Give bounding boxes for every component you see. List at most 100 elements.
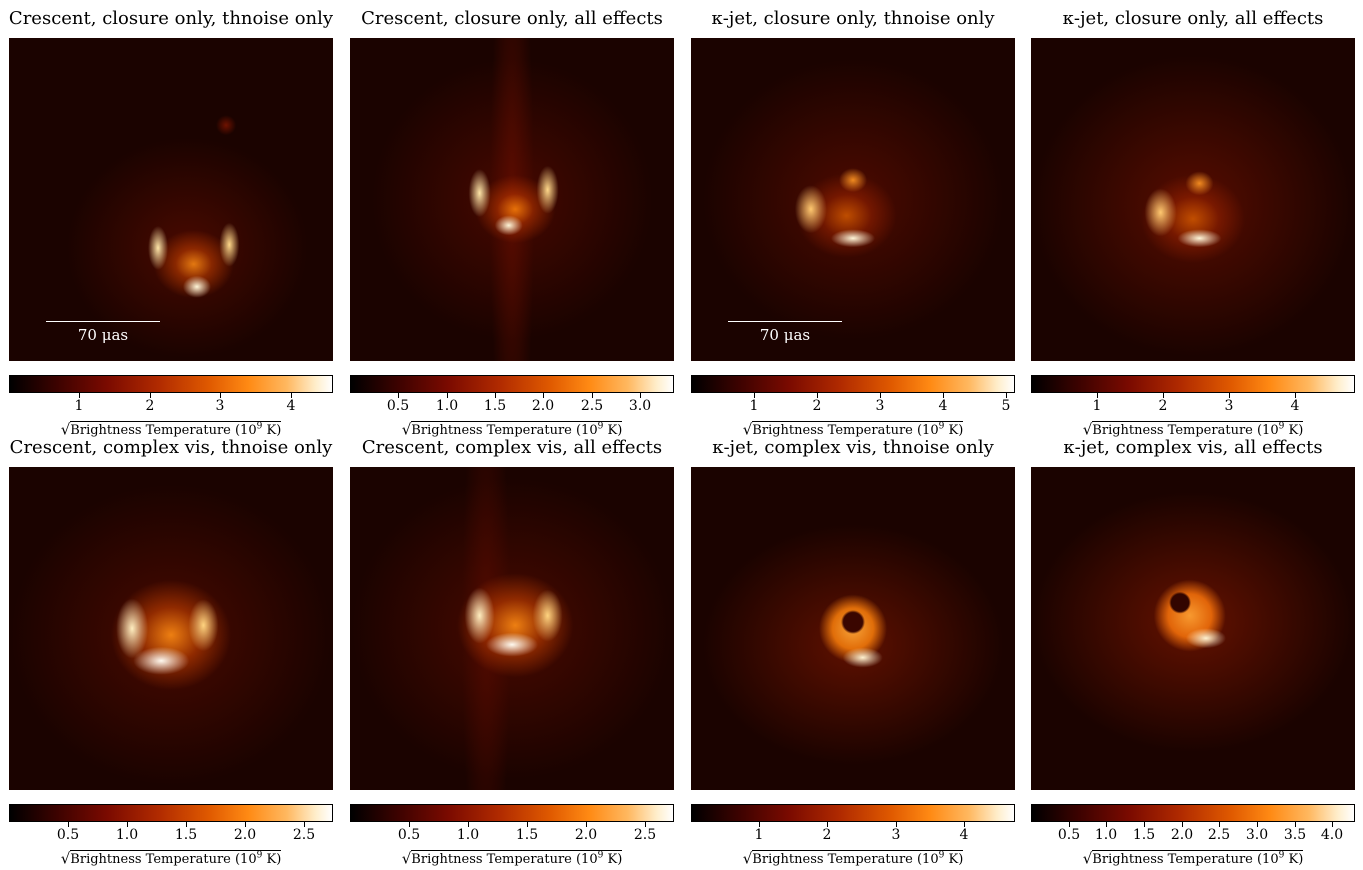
colorbar-tick-label: 0.5 (1057, 827, 1081, 843)
colorbar-label: √Brightness Temperature (109 K) (1031, 417, 1355, 441)
colorbar-tick-label: 4 (1290, 398, 1300, 414)
colorbar-label-text: Brightness Temperature (10 (70, 852, 257, 868)
sqrt-symbol: √ (401, 420, 412, 439)
colorbar-tick (1097, 393, 1098, 398)
colorbar-label-radicand: Brightness Temperature (109 K) (70, 421, 282, 439)
colorbar-label-unit: K) (1284, 423, 1304, 439)
colorbar-label-unit: K) (1284, 852, 1304, 868)
sqrt-symbol: √ (60, 420, 71, 439)
colorbar-tick (127, 822, 128, 827)
colorbar-tick-label: 3 (215, 398, 225, 414)
panel-title: Crescent, complex vis, all effects (361, 437, 663, 458)
panel-title: Crescent, closure only, all effects (361, 8, 663, 29)
colorbar-tick (817, 393, 818, 398)
colorbar-label-unit: K) (603, 423, 623, 439)
sqrt-symbol: √ (1082, 420, 1093, 439)
colorbar-tick-label: 3 (1224, 398, 1234, 414)
colorbar-tick-label: 3.0 (628, 398, 652, 414)
colorbar-label-exponent: 9 (938, 422, 945, 432)
colorbar-tick (1106, 822, 1107, 827)
colorbar-tick-label: 2 (1158, 398, 1168, 414)
colorbar-label-text: Brightness Temperature (10 (1092, 852, 1279, 868)
colorbar-label-exponent: 9 (597, 422, 604, 432)
reconstructed-image (350, 38, 674, 361)
colorbar-tick-label: 2.0 (574, 827, 598, 843)
colorbar-tick (527, 822, 528, 827)
colorbar (9, 804, 333, 822)
colorbar (1031, 804, 1355, 822)
colorbar-tick (291, 393, 292, 398)
colorbar-tick (1295, 822, 1296, 827)
colorbar-label-radicand: Brightness Temperature (109 K) (1092, 421, 1304, 439)
colorbar-tick (447, 393, 448, 398)
colorbar-tick-label: 5 (1001, 398, 1011, 414)
colorbar-tick-label: 2.5 (580, 398, 604, 414)
colorbar-label: √Brightness Temperature (109 K) (350, 846, 674, 870)
colorbar-tick-label: 4 (959, 827, 969, 843)
colorbar-tick-label: 2 (145, 398, 155, 414)
colorbar-label-text: Brightness Temperature (10 (411, 423, 598, 439)
panel-title: κ-jet, closure only, all effects (1062, 8, 1324, 29)
colorbar-tick-label: 2.0 (233, 827, 257, 843)
colorbar-tick (586, 822, 587, 827)
colorbar-tick (759, 822, 760, 827)
scale-bar (728, 321, 842, 322)
reconstructed-image (1031, 38, 1355, 361)
colorbar-tick (79, 393, 80, 398)
sqrt-symbol: √ (742, 849, 753, 868)
colorbar-tick (964, 822, 965, 827)
colorbar-label: √Brightness Temperature (109 K) (691, 417, 1015, 441)
colorbar-label: √Brightness Temperature (109 K) (9, 417, 333, 441)
reconstructed-image (350, 467, 674, 790)
colorbar (691, 375, 1015, 393)
colorbar-tick-label: 0.5 (386, 398, 410, 414)
reconstructed-image (691, 467, 1015, 790)
colorbar-tick (1069, 822, 1070, 827)
reconstructed-image: 70 μas (9, 38, 333, 361)
colorbar (1031, 375, 1355, 393)
sqrt-symbol: √ (401, 849, 412, 868)
colorbar-label-unit: K) (944, 423, 964, 439)
colorbar-tick-label: 1.5 (483, 398, 507, 414)
colorbar-tick (220, 393, 221, 398)
colorbar-label-unit: K) (603, 852, 623, 868)
colorbar-tick-label: 4 (938, 398, 948, 414)
colorbar-tick (1219, 822, 1220, 827)
colorbar-tick (495, 393, 496, 398)
colorbar-tick (1182, 822, 1183, 827)
colorbar-tick-label: 1 (74, 398, 84, 414)
emission-glow (9, 467, 333, 790)
colorbar-tick-label: 2 (822, 827, 832, 843)
colorbar-tick (1163, 393, 1164, 398)
panel-title: κ-jet, complex vis, all effects (1063, 437, 1323, 458)
colorbar-label: √Brightness Temperature (109 K) (9, 846, 333, 870)
colorbar-tick-label: 0.5 (397, 827, 421, 843)
colorbar-tick (592, 393, 593, 398)
colorbar-tick (468, 822, 469, 827)
colorbar-label-exponent: 9 (1278, 851, 1285, 861)
colorbar-label-text: Brightness Temperature (10 (752, 423, 939, 439)
colorbar-tick-label: 3.0 (1245, 827, 1269, 843)
scale-bar-label: 70 μas (77, 326, 129, 344)
colorbar-tick (896, 822, 897, 827)
colorbar-label-radicand: Brightness Temperature (109 K) (411, 421, 623, 439)
colorbar-tick (1006, 393, 1007, 398)
emission-glow (350, 38, 674, 361)
emission-glow (350, 467, 674, 790)
panel-title: Crescent, closure only, thnoise only (8, 8, 334, 29)
scale-bar-label: 70 μas (759, 326, 811, 344)
colorbar-tick-label: 1.0 (1094, 827, 1118, 843)
colorbar-label-unit: K) (944, 852, 964, 868)
colorbar-tick-label: 2.0 (1170, 827, 1194, 843)
emission-glow (691, 38, 1015, 361)
colorbar-label-text: Brightness Temperature (10 (1092, 423, 1279, 439)
colorbar-label-exponent: 9 (1278, 422, 1285, 432)
colorbar-tick (304, 822, 305, 827)
colorbar-label-text: Brightness Temperature (10 (411, 852, 598, 868)
colorbar-label-radicand: Brightness Temperature (109 K) (1092, 850, 1304, 868)
colorbar-tick-label: 1.0 (115, 827, 139, 843)
colorbar-tick-label: 1 (754, 827, 764, 843)
panel-title: κ-jet, complex vis, thnoise only (712, 437, 994, 458)
colorbar-tick-label: 2.5 (633, 827, 657, 843)
colorbar-tick-label: 1.5 (174, 827, 198, 843)
